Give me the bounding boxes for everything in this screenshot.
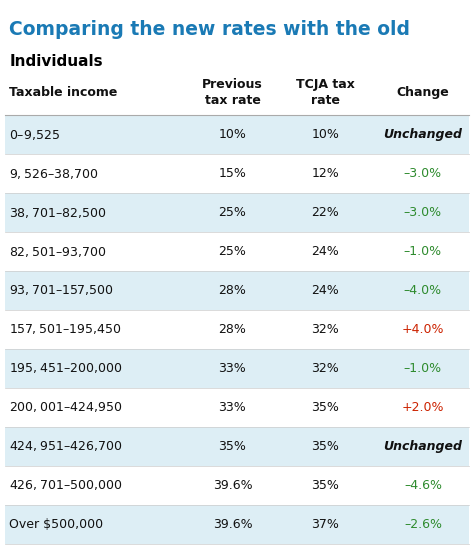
Text: 28%: 28% bbox=[219, 323, 246, 336]
Text: 24%: 24% bbox=[311, 245, 339, 258]
Text: $157,501–$195,450: $157,501–$195,450 bbox=[9, 322, 122, 337]
Text: 28%: 28% bbox=[219, 284, 246, 297]
Text: Taxable income: Taxable income bbox=[9, 86, 118, 99]
Text: 33%: 33% bbox=[219, 362, 246, 375]
Text: Over $500,000: Over $500,000 bbox=[9, 518, 104, 530]
Text: 39.6%: 39.6% bbox=[213, 479, 252, 491]
Text: 10%: 10% bbox=[219, 128, 246, 141]
Text: $38,701–$82,500: $38,701–$82,500 bbox=[9, 206, 107, 220]
Text: Comparing the new rates with the old: Comparing the new rates with the old bbox=[9, 20, 410, 40]
Text: Unchanged: Unchanged bbox=[383, 440, 463, 453]
Text: 35%: 35% bbox=[311, 479, 339, 491]
Text: $93,701–$157,500: $93,701–$157,500 bbox=[9, 283, 114, 298]
Text: TCJA tax
rate: TCJA tax rate bbox=[296, 79, 355, 107]
Text: 22%: 22% bbox=[311, 206, 339, 219]
Text: 39.6%: 39.6% bbox=[213, 518, 252, 530]
Text: Unchanged: Unchanged bbox=[383, 128, 463, 141]
Text: –3.0%: –3.0% bbox=[404, 206, 442, 219]
Text: 15%: 15% bbox=[219, 167, 246, 180]
Text: Individuals: Individuals bbox=[9, 54, 103, 69]
Text: –1.0%: –1.0% bbox=[404, 245, 442, 258]
Text: –1.0%: –1.0% bbox=[404, 362, 442, 375]
Text: $0–$9,525: $0–$9,525 bbox=[9, 128, 60, 142]
Text: $195,451–$200,000: $195,451–$200,000 bbox=[9, 361, 123, 376]
Text: 37%: 37% bbox=[311, 518, 339, 530]
Text: 33%: 33% bbox=[219, 401, 246, 414]
Text: 25%: 25% bbox=[219, 206, 246, 219]
Text: 32%: 32% bbox=[311, 323, 339, 336]
Text: $200,001–$424,950: $200,001–$424,950 bbox=[9, 400, 123, 414]
Text: 35%: 35% bbox=[219, 440, 246, 453]
Text: Previous
tax rate: Previous tax rate bbox=[202, 79, 263, 107]
Text: 25%: 25% bbox=[219, 245, 246, 258]
Text: +2.0%: +2.0% bbox=[401, 401, 444, 414]
Text: $9,526–$38,700: $9,526–$38,700 bbox=[9, 167, 99, 181]
Text: $82,501–$93,700: $82,501–$93,700 bbox=[9, 244, 107, 259]
Text: 32%: 32% bbox=[311, 362, 339, 375]
Text: –4.0%: –4.0% bbox=[404, 284, 442, 297]
Text: –3.0%: –3.0% bbox=[404, 167, 442, 180]
Text: +4.0%: +4.0% bbox=[401, 323, 444, 336]
Text: –4.6%: –4.6% bbox=[404, 479, 442, 491]
Text: 35%: 35% bbox=[311, 401, 339, 414]
Text: $426,701–$500,000: $426,701–$500,000 bbox=[9, 478, 123, 492]
Text: –2.6%: –2.6% bbox=[404, 518, 442, 530]
Text: 10%: 10% bbox=[311, 128, 339, 141]
Text: 35%: 35% bbox=[311, 440, 339, 453]
Text: $424,951–$426,700: $424,951–$426,700 bbox=[9, 439, 123, 453]
Text: 24%: 24% bbox=[311, 284, 339, 297]
Text: Change: Change bbox=[397, 86, 449, 99]
Text: 12%: 12% bbox=[311, 167, 339, 180]
